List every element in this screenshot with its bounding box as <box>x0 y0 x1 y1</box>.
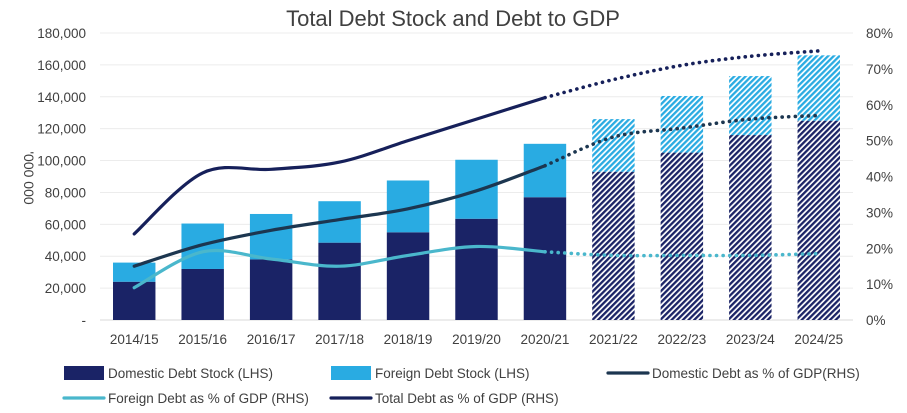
line-total-debt-pct-gdp-projection <box>543 49 821 100</box>
right-tick-label: 80% <box>866 26 893 41</box>
bar-marks <box>113 55 840 320</box>
bar-foreign-debt-stock <box>797 55 840 121</box>
line-total-debt-pct-gdp-actual <box>132 96 547 236</box>
right-tick-label: 40% <box>866 170 893 185</box>
left-axis-ticks: - 20,000 40,000 60,000 80,000 100,000 120,000 1… <box>37 26 86 328</box>
x-tick-label: 2019/20 <box>452 332 501 347</box>
x-tick-label: 2016/17 <box>247 332 296 347</box>
left-tick-label: 160,000 <box>37 58 86 73</box>
right-tick-label: 0% <box>866 313 886 328</box>
x-tick-label: 2021/22 <box>589 332 638 347</box>
line-foreign-debt-pct-gdp-actual <box>132 244 547 290</box>
bar-domestic-debt-stock <box>249 259 293 320</box>
left-tick-label: 40,000 <box>45 249 86 264</box>
line-foreign-debt-pct-gdp-projection <box>543 250 821 258</box>
bar-domestic-debt-stock <box>729 135 772 320</box>
legend-domestic-debt-stock: Domestic Debt Stock (LHS) <box>64 366 273 381</box>
left-tick-label: 20,000 <box>45 281 86 296</box>
right-tick-label: 70% <box>866 62 893 77</box>
right-tick-label: 10% <box>866 277 893 292</box>
bar-foreign-debt-stock <box>729 76 772 136</box>
x-tick-label: 2020/21 <box>521 332 570 347</box>
bar-domestic-debt-stock <box>455 218 498 320</box>
legend-swatch <box>64 366 104 380</box>
legend-label: Domestic Debt Stock (LHS) <box>108 366 273 381</box>
legend-label: Domestic Debt as % of GDP(RHS) <box>652 366 860 381</box>
right-tick-label: 20% <box>866 241 893 256</box>
x-tick-label: 2014/15 <box>110 332 159 347</box>
bar-domestic-debt-stock <box>592 171 635 320</box>
legend-label: Foreign Debt as % of GDP (RHS) <box>108 391 309 406</box>
bar-foreign-debt-stock <box>660 95 704 153</box>
left-axis-label: '000 000 <box>21 151 37 204</box>
bar-domestic-debt-stock <box>318 242 361 320</box>
bar-foreign-debt-stock <box>113 262 156 282</box>
line-domestic-debt-pct-gdp-actual <box>132 164 547 268</box>
right-axis-ticks: 0% 10% 20% 30% 40% 50% 60% 70% 80% <box>866 26 893 328</box>
x-tick-label: 2022/23 <box>657 332 706 347</box>
bar-domestic-debt-stock <box>181 268 224 320</box>
left-tick-label: 120,000 <box>37 122 86 137</box>
left-tick-label: 140,000 <box>37 90 86 105</box>
legend-label: Foreign Debt Stock (LHS) <box>375 366 530 381</box>
left-tick-label: 100,000 <box>37 154 86 169</box>
legend-domestic-debt-pct: Domestic Debt as % of GDP(RHS) <box>606 366 860 381</box>
x-tick-label: 2023/24 <box>726 332 775 347</box>
bar-foreign-debt-stock <box>592 119 635 172</box>
x-tick-label: 2015/16 <box>178 332 227 347</box>
left-tick-label: 80,000 <box>45 185 86 200</box>
line-marks <box>132 49 821 290</box>
x-tick-label: 2017/18 <box>315 332 364 347</box>
legend-foreign-debt-pct: Foreign Debt as % of GDP (RHS) <box>62 391 309 406</box>
left-tick-label: 60,000 <box>45 217 86 232</box>
legend-total-debt-pct: Total Debt as % of GDP (RHS) <box>329 391 559 406</box>
bar-domestic-debt-stock <box>660 152 704 320</box>
bar-foreign-debt-stock <box>249 213 293 260</box>
left-tick-label: - <box>82 313 87 328</box>
left-tick-label: 180,000 <box>37 26 86 41</box>
legend-swatch <box>331 366 371 380</box>
legend-foreign-debt-stock: Foreign Debt Stock (LHS) <box>331 366 530 381</box>
legend-label: Total Debt as % of GDP (RHS) <box>375 391 559 406</box>
chart-title: Total Debt Stock and Debt to GDP <box>286 6 620 31</box>
right-tick-label: 60% <box>866 98 893 113</box>
x-axis-labels: 2014/15 2015/16 2016/17 2017/18 2018/19 2019/… <box>110 332 843 347</box>
right-tick-label: 30% <box>866 205 893 220</box>
x-tick-label: 2018/19 <box>384 332 433 347</box>
bar-domestic-debt-stock <box>523 197 567 320</box>
x-tick-label: 2024/25 <box>794 332 843 347</box>
bar-domestic-debt-stock <box>386 232 430 320</box>
right-tick-label: 50% <box>866 134 893 149</box>
bar-domestic-debt-stock <box>797 120 840 320</box>
legend: Domestic Debt Stock (LHS) Foreign Debt St… <box>62 366 860 406</box>
